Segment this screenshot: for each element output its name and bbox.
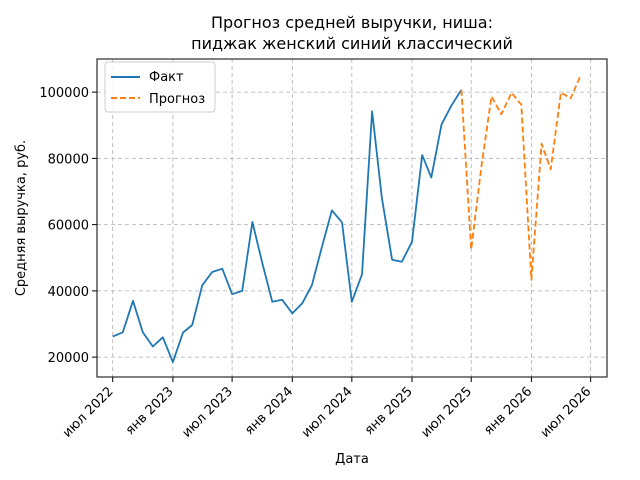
series-line-fact bbox=[112, 89, 463, 364]
x-tick-label: июл 2023 bbox=[179, 384, 236, 441]
y-tick-label: 80000 bbox=[48, 152, 89, 167]
legend-label-fact: Факт bbox=[149, 70, 184, 85]
legend: Факт Прогноз bbox=[104, 61, 216, 113]
x-tick-label: янв 2026 bbox=[481, 384, 535, 438]
x-tick-label: янв 2025 bbox=[362, 384, 416, 438]
chart-title-line-2: пиджак женский синий классический bbox=[191, 34, 513, 53]
x-tick-label: июл 2022 bbox=[60, 384, 117, 441]
y-tick-label: 20000 bbox=[48, 351, 89, 366]
series-line-forecast bbox=[460, 74, 582, 281]
grid bbox=[97, 59, 607, 377]
x-tick-label: янв 2024 bbox=[242, 384, 296, 438]
series-lines bbox=[112, 74, 582, 364]
x-tick-label: июл 2025 bbox=[419, 384, 476, 441]
x-axis-label: Дата bbox=[335, 452, 369, 467]
x-tick-label: июл 2024 bbox=[299, 384, 356, 441]
legend-label-forecast: Прогноз bbox=[149, 92, 205, 107]
y-tick-label: 40000 bbox=[48, 285, 89, 300]
legend-box bbox=[104, 61, 216, 113]
y-tick-label: 100000 bbox=[39, 86, 89, 101]
x-tick-label: янв 2023 bbox=[123, 384, 177, 438]
y-axis-label: Средняя выручка, руб. bbox=[14, 140, 29, 296]
y-tick-label: 60000 bbox=[48, 219, 89, 234]
chart-title-line-1: Прогноз средней выручки, ниша: bbox=[211, 13, 493, 32]
x-tick-label: июл 2026 bbox=[538, 384, 595, 441]
